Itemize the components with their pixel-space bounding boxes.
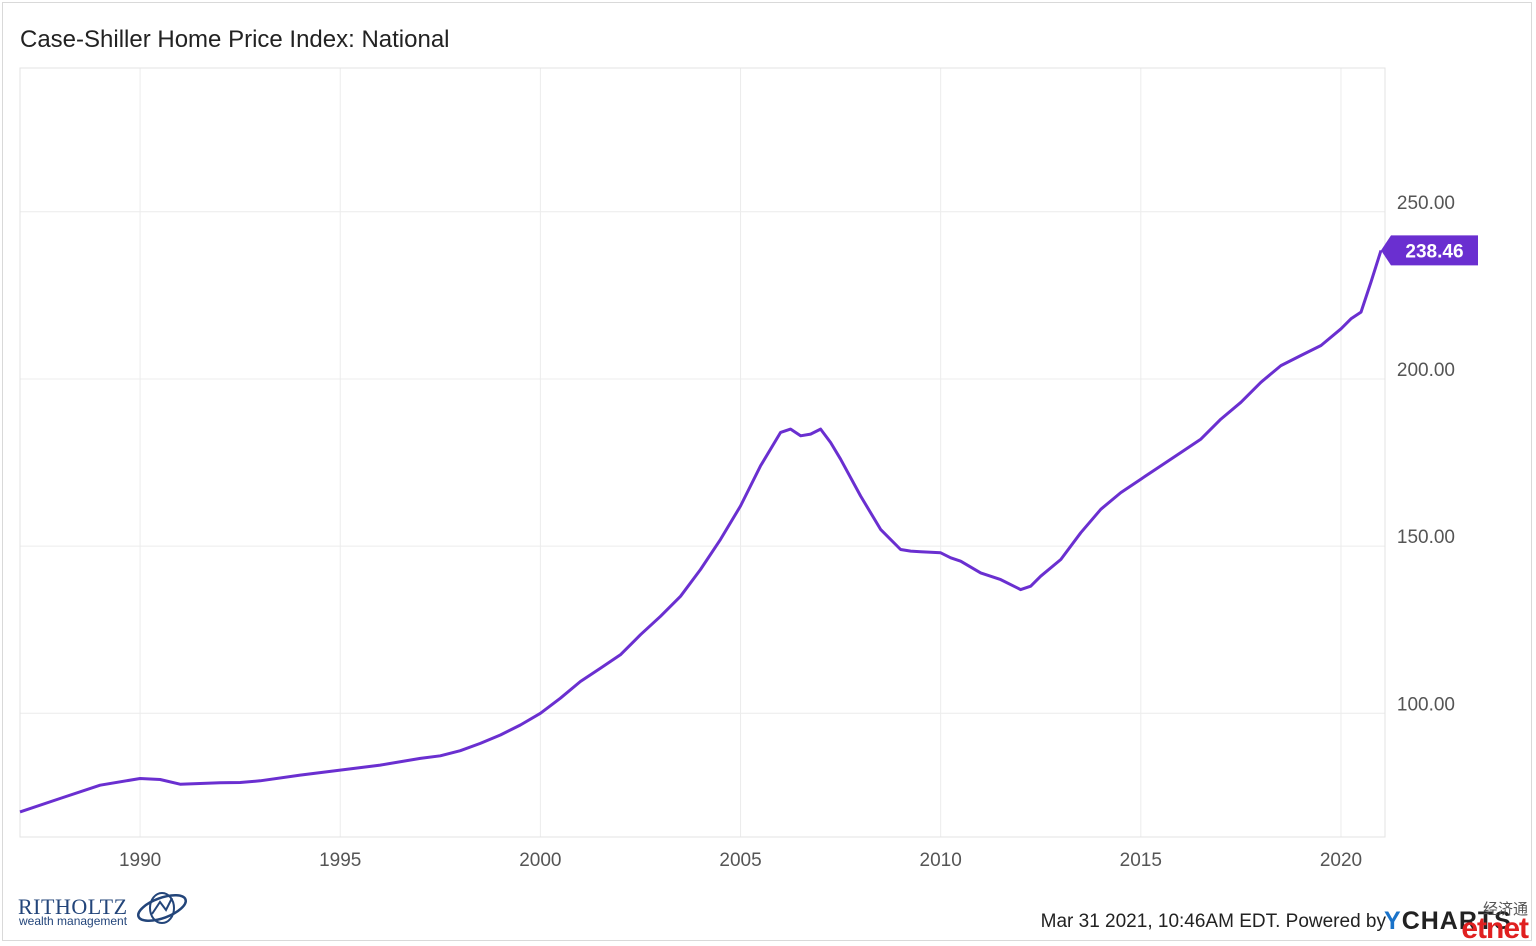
last-value-label: 238.46 (1405, 241, 1463, 262)
x-tick-label: 2005 (719, 850, 761, 871)
last-value-badge (1380, 235, 1478, 266)
y-tick-label: 150.00 (1397, 527, 1455, 548)
logo-wordmark: RITHOLTZ (18, 894, 128, 919)
logo-subtitle: wealth management (19, 914, 128, 928)
x-tick-label: 2015 (1120, 850, 1162, 871)
x-tick-label: 2000 (519, 850, 561, 871)
ritholtz-logo[interactable]: RITHOLTZ wealth management (16, 884, 196, 934)
plot-border (19, 67, 1386, 838)
y-gridlines (20, 211, 1385, 714)
etnet-watermark: 经济通 etnet (1452, 896, 1532, 945)
x-gridlines (139, 68, 1342, 837)
ycharts-logo[interactable]: YCHARTS (1384, 907, 1512, 936)
last-value-marker: 238.46 (1380, 235, 1478, 266)
x-tick-label: 2010 (920, 850, 962, 871)
chart-title: Case-Shiller Home Price Index: National (20, 26, 450, 53)
series-line (19, 249, 1383, 814)
x-tick-label: 2020 (1320, 850, 1362, 871)
watermark-chinese: 经济通 (1482, 901, 1528, 918)
y-tick-label: 100.00 (1397, 694, 1455, 715)
y-tick-label: 250.00 (1397, 193, 1455, 214)
ycharts-word: CHARTS (1401, 907, 1512, 935)
globe-emblem-icon (137, 892, 187, 924)
x-tick-labels: 1990 1995 2000 2005 2010 2015 2020 (119, 850, 1362, 871)
y-tick-label: 200.00 (1397, 360, 1455, 381)
x-tick-label: 1990 (119, 850, 161, 871)
y-tick-labels: 100.00 150.00 200.00 250.00 (1397, 193, 1455, 716)
ycharts-y: Y (1384, 907, 1402, 935)
timestamp-credit: Mar 31 2021, 10:46AM EDT. Powered by (1040, 911, 1386, 932)
watermark-etnet: etnet (1461, 912, 1529, 945)
x-tick-label: 1995 (319, 850, 361, 871)
series-layer (19, 249, 1383, 814)
